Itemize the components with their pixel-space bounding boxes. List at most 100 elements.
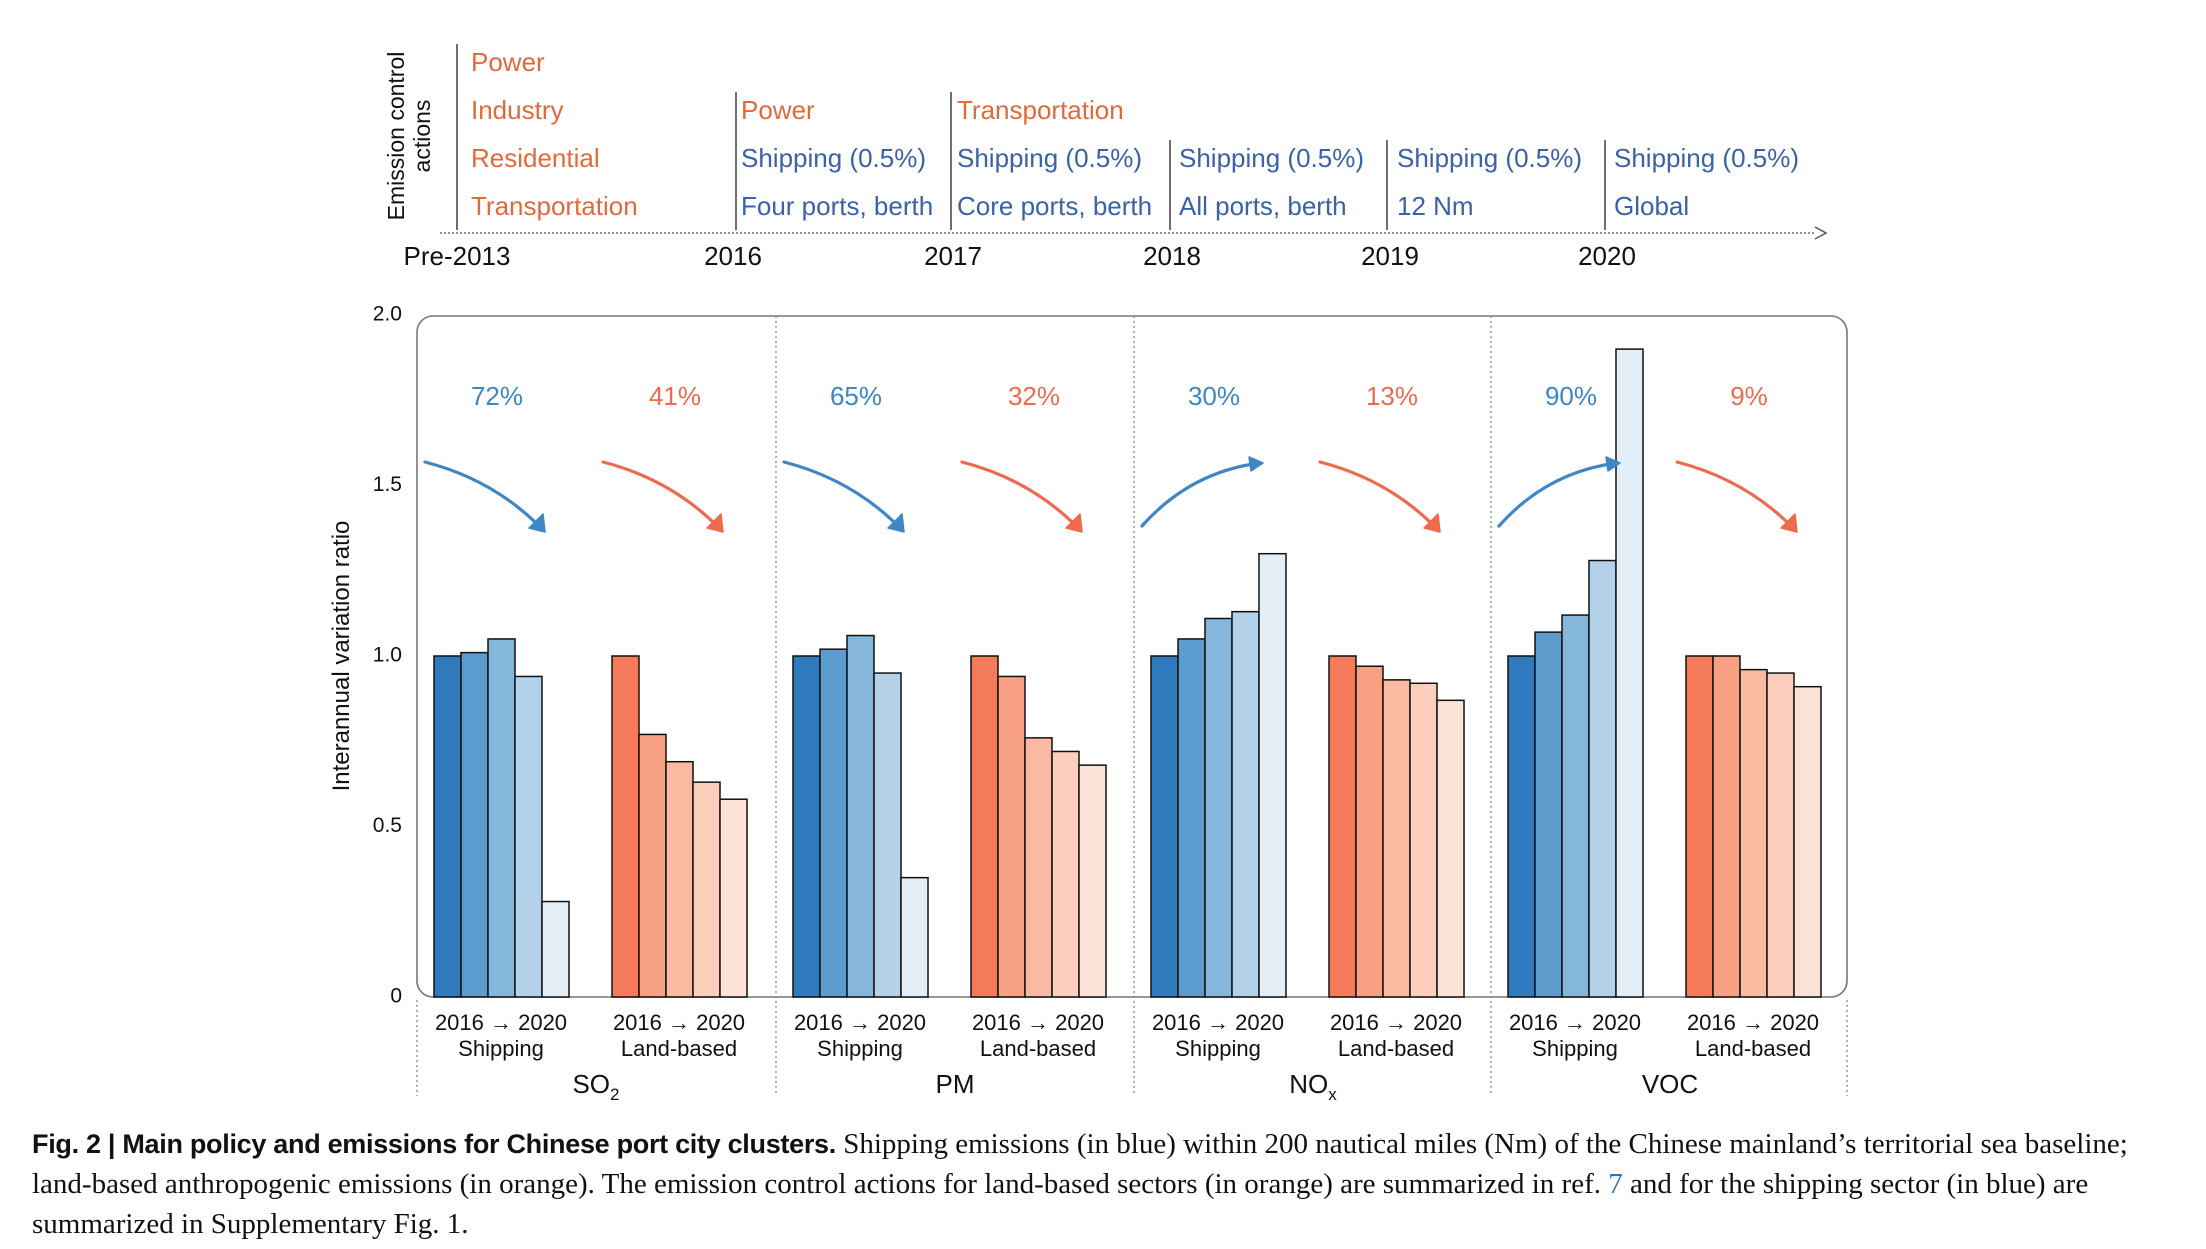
land-action-label: Power <box>471 47 545 77</box>
emission-control-timeline: Emission control actions Power Industry Resi… <box>383 44 1828 271</box>
shipping-change-label: 30% <box>1188 381 1240 411</box>
shipping-bar <box>900 876 929 998</box>
shipping-change-label: 90% <box>1545 381 1597 411</box>
shipping-bar <box>873 672 902 998</box>
land-bar <box>1051 750 1080 998</box>
y-tick-label: 0.5 <box>373 814 402 837</box>
timeline-year-label: 2017 <box>924 241 982 271</box>
shipping-bar <box>433 655 462 998</box>
shipping-bar <box>1177 638 1206 998</box>
caption-title: Fig. 2 | Main policy and emissions for C… <box>32 1129 836 1159</box>
emissions-figure: Emission control actions Power Industry Resi… <box>328 44 1848 1100</box>
shipping-bar <box>792 655 821 998</box>
trend-arrowhead <box>528 513 546 533</box>
trend-arrow <box>1497 461 1619 528</box>
trend-arrowhead <box>1605 456 1621 472</box>
land-action-label: Transportation <box>471 191 638 221</box>
trend-arrow <box>782 460 904 532</box>
x-year-range-label: 2016 → 2020 <box>613 1010 745 1035</box>
x-year-range-label: 2016 → 2020 <box>1509 1010 1641 1035</box>
plot-frame <box>416 315 1848 998</box>
shipping-bar <box>541 900 570 998</box>
caption-text-end: and for the shipping sector (in blue) ar… <box>32 1168 2089 1240</box>
land-action-label: Industry <box>471 95 564 125</box>
caption-reference-link[interactable]: 7 <box>1608 1168 1623 1200</box>
land-change-label: 13% <box>1366 381 1418 411</box>
shipping-bar <box>514 675 543 998</box>
shipping-bar <box>1534 631 1563 998</box>
trend-arrowhead <box>887 513 905 533</box>
x-sector-label: Shipping <box>1532 1036 1618 1061</box>
land-bar <box>1382 679 1411 998</box>
land-bar <box>1739 668 1768 998</box>
land-bar <box>719 798 748 998</box>
land-bar <box>997 675 1026 998</box>
shipping-bar <box>487 638 516 998</box>
figure-caption: Fig. 2 | Main policy and emissions for C… <box>32 1124 2142 1244</box>
shipping-change-label: 65% <box>830 381 882 411</box>
land-bar <box>1024 737 1053 998</box>
y-axis-label: Interannual variation ratio <box>328 521 355 792</box>
land-bar <box>1328 655 1357 998</box>
timeline-year-label: 2018 <box>1143 241 1201 271</box>
trend-arrowhead <box>1780 513 1798 533</box>
shipping-action-label: 12 Nm <box>1397 191 1474 221</box>
y-tick-label: 1.5 <box>373 473 402 496</box>
shipping-bar <box>1561 614 1590 998</box>
land-bar <box>1766 672 1795 998</box>
shipping-action-label: Global <box>1614 191 1689 221</box>
shipping-bar <box>460 651 489 998</box>
trend-arrowhead <box>1423 513 1441 533</box>
shipping-bar <box>1258 552 1287 998</box>
shipping-action-label: Core ports, berth <box>957 191 1152 221</box>
trend-arrowhead <box>1065 513 1083 533</box>
timeline-axis-label: Emission control <box>383 52 409 221</box>
land-action-label: Power <box>741 95 815 125</box>
land-bar <box>1793 685 1822 998</box>
land-bar <box>1409 682 1438 998</box>
x-year-range-label: 2016 → 2020 <box>794 1010 926 1035</box>
shipping-action-label: All ports, berth <box>1179 191 1347 221</box>
timeline-year-label: Pre-2013 <box>404 241 511 271</box>
pollutant-label: PM <box>936 1069 975 1099</box>
land-action-label: Transportation <box>957 95 1124 125</box>
pollutant-label: VOC <box>1642 1069 1698 1099</box>
land-change-label: 9% <box>1730 381 1768 411</box>
x-year-range-label: 2016 → 2020 <box>1330 1010 1462 1035</box>
shipping-bar <box>1588 559 1617 998</box>
shipping-bar <box>1204 617 1233 998</box>
timeline-year-label: 2020 <box>1578 241 1636 271</box>
shipping-bar <box>1615 348 1644 998</box>
timeline-year-label: 2019 <box>1361 241 1419 271</box>
trend-arrow <box>1675 460 1797 532</box>
x-sector-label: Shipping <box>1175 1036 1261 1061</box>
land-bar <box>665 760 694 998</box>
land-bar <box>1355 665 1384 998</box>
trend-arrow <box>960 460 1082 532</box>
trend-arrowhead <box>1248 456 1264 472</box>
trend-arrowhead <box>706 513 724 533</box>
x-year-range-label: 2016 → 2020 <box>435 1010 567 1035</box>
trend-arrow <box>1140 461 1262 528</box>
pollutant-label: SO2 <box>572 1069 619 1100</box>
shipping-bar <box>1150 655 1179 998</box>
x-year-range-label: 2016 → 2020 <box>972 1010 1104 1035</box>
y-tick-label: 2.0 <box>373 303 402 326</box>
shipping-action-label: Shipping (0.5%) <box>1397 143 1582 173</box>
timeline-year-label: 2016 <box>704 241 762 271</box>
x-sector-label: Land-based <box>1338 1036 1454 1061</box>
land-bar <box>1712 655 1741 998</box>
trend-arrow <box>1318 460 1440 532</box>
land-bar <box>970 655 999 998</box>
trend-arrow <box>423 460 545 532</box>
x-sector-label: Land-based <box>621 1036 737 1061</box>
shipping-bar <box>1507 655 1536 998</box>
variation-ratio-chart: Interannual variation ratio 0 0.5 1.0 1.5 2.0… <box>328 303 1848 1100</box>
x-year-range-label: 2016 → 2020 <box>1152 1010 1284 1035</box>
land-bar <box>611 655 640 998</box>
shipping-bar <box>1231 610 1260 998</box>
x-sector-label: Shipping <box>458 1036 544 1061</box>
shipping-change-label: 72% <box>471 381 523 411</box>
land-bar <box>692 781 721 998</box>
shipping-bar <box>819 648 848 998</box>
